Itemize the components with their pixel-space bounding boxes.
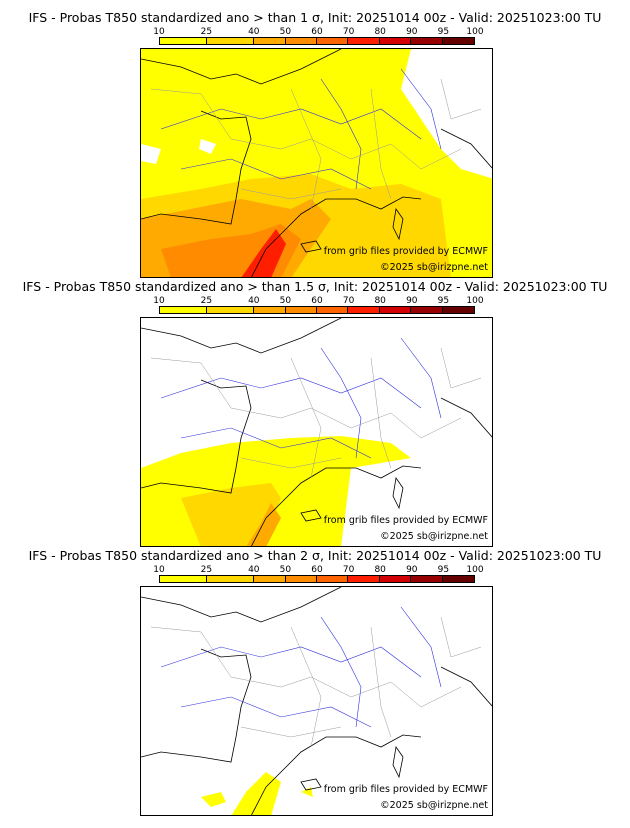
colorbar-tick: 90 <box>406 565 418 575</box>
colorbar-segment <box>379 307 412 313</box>
colorbar-tick: 40 <box>248 296 260 306</box>
colorbar-labels: 10 25 40 50 60 70 80 90 95 100 <box>153 27 483 37</box>
panel-title: IFS - Probas T850 standardized ano > tha… <box>28 548 602 563</box>
colorbar-tick: 90 <box>406 27 418 37</box>
colorbar-segment <box>285 307 317 313</box>
colorbar-segment <box>379 576 412 582</box>
colorbar-tick: 40 <box>248 27 260 37</box>
map-graphic <box>141 587 492 815</box>
colorbar-segment <box>411 307 443 313</box>
colorbar-tick: 60 <box>311 296 323 306</box>
colorbar-tick: 95 <box>437 27 450 37</box>
colorbar-tick: 90 <box>406 296 418 306</box>
colorbar-segment <box>207 576 255 582</box>
forecast-panel: IFS - Probas T850 standardized ano > tha… <box>0 538 630 816</box>
colorbar-segment <box>379 38 412 44</box>
colorbar-segment <box>442 307 474 313</box>
colorbar-tick: 50 <box>279 565 292 575</box>
colorbar-segment <box>316 576 349 582</box>
colorbar-tick: 95 <box>437 296 450 306</box>
source-credit: from grib files provided by ECMWF <box>323 246 488 257</box>
colorbar-segment <box>411 576 443 582</box>
colorbar-tick: 100 <box>466 565 484 575</box>
source-credit: from grib files provided by ECMWF <box>323 784 488 795</box>
colorbar-segment <box>207 307 255 313</box>
colorbar-tick: 80 <box>374 565 386 575</box>
colorbar-tick: 10 <box>153 565 165 575</box>
map-graphic <box>141 318 492 546</box>
colorbar-segment <box>348 307 380 313</box>
colorbar-tick: 95 <box>437 565 450 575</box>
colorbar-tick: 25 <box>200 565 213 575</box>
colorbar-segment <box>348 38 380 44</box>
colorbar-tick: 50 <box>279 27 292 37</box>
colorbar-segment <box>160 38 208 44</box>
colorbar-segment <box>160 307 208 313</box>
colorbar-segment <box>285 576 317 582</box>
probability-map: from grib files provided by ECMWF ©2025 … <box>140 586 493 816</box>
colorbar-segment <box>160 576 208 582</box>
colorbar-tick: 100 <box>466 27 484 37</box>
panel-title: IFS - Probas T850 standardized ano > tha… <box>22 279 608 294</box>
colorbar-segment <box>285 38 317 44</box>
copyright-credit: ©2025 sb@irizpne.net <box>380 800 488 811</box>
colorbar-tick: 60 <box>311 565 323 575</box>
colorbar-labels: 10 25 40 50 60 70 80 90 95 100 <box>153 565 483 575</box>
colorbar-tick: 10 <box>153 296 165 306</box>
colorbar-segment <box>207 38 255 44</box>
colorbar-tick: 40 <box>248 565 260 575</box>
colorbar-tick: 70 <box>342 296 355 306</box>
colorbar <box>159 575 475 583</box>
probability-map: from grib files provided by ECMWF ©2025 … <box>140 317 493 547</box>
copyright-credit: ©2025 sb@irizpne.net <box>380 262 488 273</box>
forecast-panel: IFS - Probas T850 standardized ano > tha… <box>0 0 630 278</box>
colorbar-tick: 10 <box>153 27 165 37</box>
colorbar-segment <box>442 38 474 44</box>
copyright-credit: ©2025 sb@irizpne.net <box>380 531 488 542</box>
colorbar-tick: 25 <box>200 296 213 306</box>
colorbar-tick: 25 <box>200 27 213 37</box>
colorbar-tick: 80 <box>374 296 386 306</box>
colorbar-tick: 70 <box>342 565 355 575</box>
colorbar-tick: 60 <box>311 27 323 37</box>
probability-map: from grib files provided by ECMWF ©2025 … <box>140 48 493 278</box>
panel-title: IFS - Probas T850 standardized ano > tha… <box>28 10 602 25</box>
colorbar-tick: 100 <box>466 296 484 306</box>
colorbar <box>159 306 475 314</box>
colorbar-segment <box>442 576 474 582</box>
colorbar-tick: 50 <box>279 296 292 306</box>
colorbar-tick: 70 <box>342 27 355 37</box>
colorbar-segment <box>254 38 286 44</box>
colorbar-segment <box>316 307 349 313</box>
colorbar-segment <box>411 38 443 44</box>
map-graphic <box>141 49 492 277</box>
source-credit: from grib files provided by ECMWF <box>323 515 488 526</box>
colorbar-segment <box>254 576 286 582</box>
colorbar-segment <box>254 307 286 313</box>
colorbar-labels: 10 25 40 50 60 70 80 90 95 100 <box>153 296 483 306</box>
forecast-panel: IFS - Probas T850 standardized ano > tha… <box>0 269 630 547</box>
colorbar-tick: 80 <box>374 27 386 37</box>
colorbar <box>159 37 475 45</box>
colorbar-segment <box>316 38 349 44</box>
colorbar-segment <box>348 576 380 582</box>
